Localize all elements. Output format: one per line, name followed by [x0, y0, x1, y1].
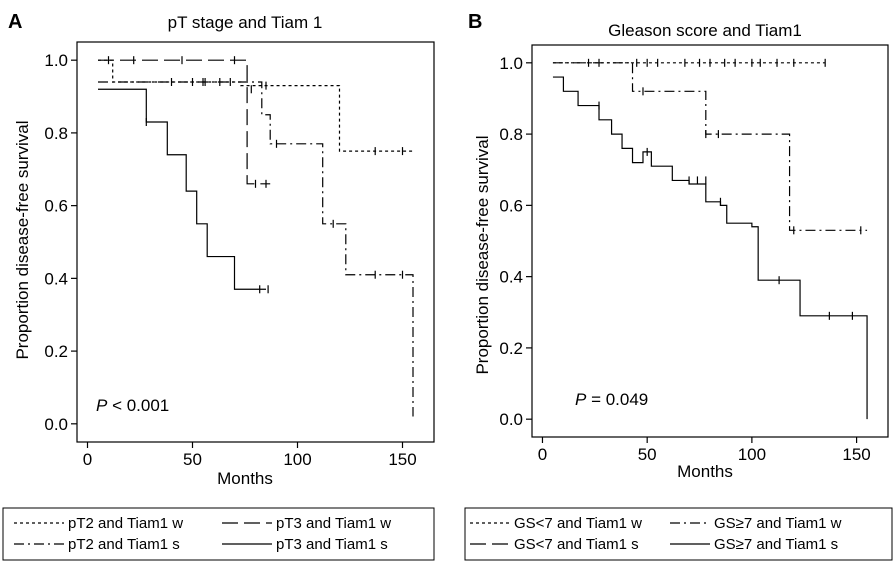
legend-label: GS<7 and Tiam1 s — [514, 536, 639, 553]
panel-a: A pT stage and Tiam 1 Proportion disease… — [2, 11, 435, 561]
panel-a-x-axis: 0 50 100 150 — [83, 442, 417, 469]
x-tick-label: 150 — [388, 450, 416, 469]
series-2-curve — [552, 62, 868, 231]
y-tick-label: 1.0 — [499, 54, 523, 73]
x-tick-label: 50 — [638, 445, 657, 464]
panel-b-y-axis-label: Proportion disease-free survival — [473, 135, 492, 374]
y-tick-label: 0.6 — [44, 197, 68, 216]
panel-a-y-axis: 0.0 0.2 0.4 0.6 0.8 1.0 — [44, 51, 77, 434]
y-tick-label: 0.4 — [499, 268, 523, 287]
panel-b-x-axis: 0 50 100 150 — [538, 437, 871, 464]
x-tick-label: 0 — [538, 445, 547, 464]
series-2-curve — [98, 59, 271, 185]
x-tick-label: 100 — [283, 450, 311, 469]
panel-b-title: Gleason score and Tiam1 — [608, 21, 802, 40]
legend-label: GS≥7 and Tiam1 w — [714, 515, 842, 532]
panel-b-legend: GS<7 and Tiam1 w GS≥7 and Tiam1 w GS<7 and… — [470, 515, 842, 553]
y-tick-label: 0.8 — [44, 124, 68, 143]
x-tick-label: 50 — [183, 450, 202, 469]
x-tick-label: 0 — [83, 450, 92, 469]
panel-a-letter: A — [8, 11, 22, 33]
y-tick-label: 0.2 — [499, 339, 523, 358]
y-tick-label: 0.0 — [499, 410, 523, 429]
panel-a-series — [98, 56, 414, 417]
panel-b-x-axis-label: Months — [677, 462, 733, 481]
y-tick-label: 0.0 — [44, 415, 68, 434]
legend-label: pT2 and Tiam1 w — [68, 515, 183, 532]
y-tick-label: 1.0 — [44, 51, 68, 70]
legend-label: GS≥7 and Tiam1 s — [714, 536, 838, 553]
legend-label: pT3 and Tiam1 s — [276, 536, 388, 553]
panel-a-p-number: < 0.001 — [107, 396, 169, 415]
panel-b-p-value: P = 0.049 — [575, 390, 648, 409]
panel-a-plot-frame — [76, 41, 435, 443]
y-tick-label: 0.2 — [44, 342, 68, 361]
y-tick-label: 0.4 — [44, 269, 68, 288]
legend-label: pT2 and Tiam1 s — [68, 536, 180, 553]
series-4-curve — [552, 76, 868, 420]
series-4-curve — [98, 88, 266, 290]
y-tick-label: 0.8 — [499, 125, 523, 144]
panel-a-title: pT stage and Tiam 1 — [168, 13, 323, 32]
legend-label: pT3 and Tiam1 w — [276, 515, 391, 532]
x-tick-label: 150 — [842, 445, 870, 464]
series-3-curve — [98, 81, 414, 417]
y-tick-label: 0.6 — [499, 196, 523, 215]
panel-a-p-symbol: P — [96, 396, 108, 415]
panel-a-legend: pT2 and Tiam1 w pT3 and Tiam1 w pT2 and Ti… — [14, 515, 391, 553]
panel-b-y-axis: 0.0 0.2 0.4 0.6 0.8 1.0 — [499, 54, 532, 429]
series-1-curve — [98, 59, 413, 152]
panel-a-legend-box — [2, 507, 435, 561]
panel-b-p-symbol: P — [575, 390, 587, 409]
panel-b-letter: B — [468, 11, 482, 33]
panel-a-p-value: P < 0.001 — [96, 396, 169, 415]
panel-b-p-number: = 0.049 — [586, 390, 648, 409]
panel-b-legend-box — [464, 507, 893, 561]
panel-b: B Gleason score and Tiam1 Proportion dis… — [464, 11, 893, 561]
panel-a-x-axis-label: Months — [217, 469, 273, 488]
panel-b-series — [552, 58, 868, 420]
x-tick-label: 100 — [738, 445, 766, 464]
legend-label: GS<7 and Tiam1 w — [514, 515, 642, 532]
panel-a-y-axis-label: Proportion disease-free survival — [13, 120, 32, 359]
panel-b-plot-frame — [531, 44, 889, 438]
